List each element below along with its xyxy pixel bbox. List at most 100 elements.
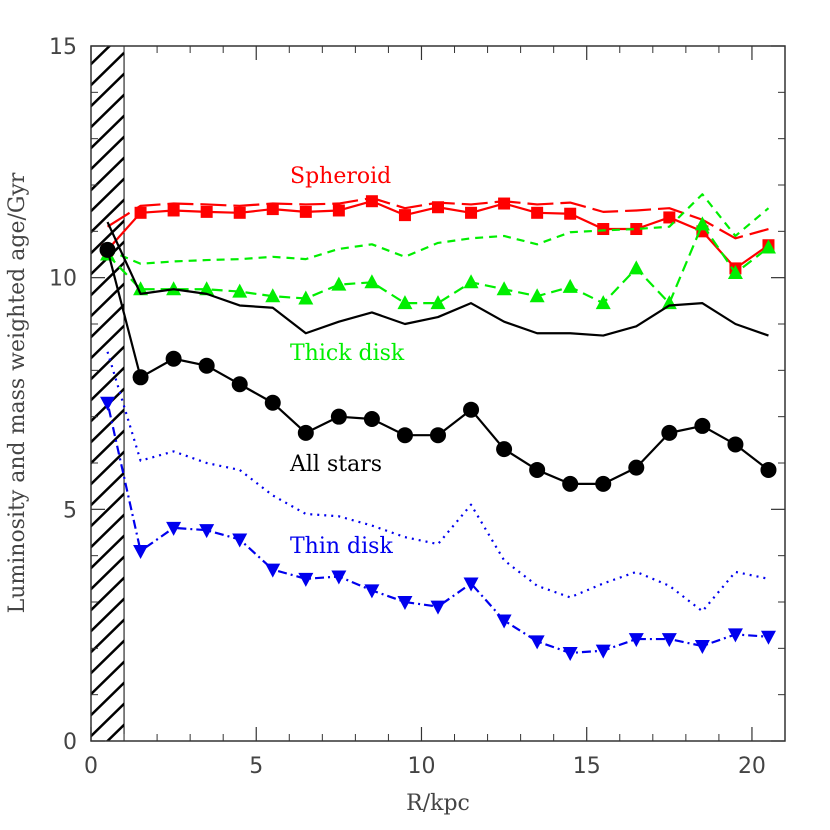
point-thick-disk [133, 281, 149, 296]
point-thick-disk [595, 295, 611, 310]
point-thin-disk [298, 572, 314, 587]
point-all-stars [661, 424, 678, 441]
line-all-stars-unmarked [106, 221, 769, 337]
point-thin-disk [331, 570, 347, 585]
hatch-line [91, 450, 125, 486]
point-all-stars [463, 401, 480, 418]
point-thick-disk [298, 290, 314, 305]
point-thin-disk [166, 521, 182, 536]
hatch-line [91, 219, 125, 255]
x-tick-label: 0 [84, 754, 98, 779]
point-all-stars [562, 475, 579, 492]
point-spheroid [597, 223, 610, 236]
hatch-line [91, 513, 125, 549]
point-thick-disk [397, 295, 413, 310]
point-thin-disk [694, 640, 710, 655]
y-tick-label: 0 [63, 730, 77, 755]
point-thin-disk [529, 635, 545, 650]
point-all-stars [264, 394, 281, 411]
point-all-stars [628, 459, 645, 476]
hatch-line [91, 156, 125, 192]
hatch-line [91, 681, 125, 717]
point-thick-disk [694, 216, 710, 231]
hatch-line [91, 324, 125, 360]
point-all-stars [595, 475, 612, 492]
x-tick-label: 20 [738, 754, 766, 779]
hatch-line [91, 576, 125, 612]
point-thin-disk [133, 545, 149, 560]
hatch-line [91, 93, 125, 129]
point-spheroid [663, 211, 676, 224]
point-thick-disk [628, 260, 644, 275]
axis-ticks: 0 5 10 15 20 0 5 10 15 [49, 35, 786, 779]
point-spheroid [299, 205, 312, 218]
y-tick-label: 5 [63, 498, 77, 523]
series-layer [99, 193, 777, 661]
point-all-stars [198, 357, 215, 374]
point-all-stars [396, 427, 413, 444]
hatch-line [91, 261, 125, 297]
y-tick-label: 15 [49, 35, 77, 60]
point-spheroid [266, 203, 279, 216]
point-all-stars [165, 350, 182, 367]
point-spheroid [365, 195, 378, 208]
point-spheroid [233, 206, 246, 219]
point-all-stars [760, 461, 777, 478]
point-thick-disk [364, 274, 380, 289]
point-spheroid [531, 206, 544, 219]
hatch-line [91, 597, 125, 633]
series-all-stars [99, 221, 777, 492]
hatch-line [91, 702, 125, 738]
line-thick-disk-marked [106, 223, 770, 305]
point-thin-disk [100, 396, 116, 411]
point-thin-disk [727, 628, 743, 643]
point-spheroid [564, 207, 577, 220]
hatch-line [91, 114, 125, 150]
x-tick-label: 15 [573, 754, 601, 779]
point-thin-disk [463, 577, 479, 592]
line-thick-disk-unmarked [107, 193, 770, 265]
point-thick-disk [265, 288, 281, 303]
hatch-line [91, 51, 125, 87]
hatch-line [91, 471, 125, 507]
point-thin-disk [265, 563, 281, 578]
point-spheroid [332, 204, 345, 217]
series-label-all-stars: All stars [289, 452, 382, 477]
series-label-spheroid: Spheroid [290, 164, 391, 189]
point-all-stars [297, 424, 314, 441]
series-spheroid [101, 195, 775, 275]
point-all-stars [330, 408, 347, 425]
line-thin-disk-unmarked [106, 351, 769, 613]
point-all-stars [496, 441, 513, 458]
hatch-line [105, 723, 125, 741]
hatch-line [91, 660, 125, 696]
point-spheroid [134, 206, 147, 219]
point-thick-disk [496, 281, 512, 296]
series-thin-disk [100, 351, 776, 661]
x-tick-label: 5 [249, 754, 263, 779]
point-spheroid [167, 204, 180, 217]
point-all-stars [694, 417, 711, 434]
point-thick-disk [529, 288, 545, 303]
hatch-line [91, 72, 125, 108]
hatch-line [91, 46, 112, 66]
point-thick-disk [727, 265, 743, 280]
point-all-stars [231, 376, 248, 393]
hatch-line [91, 177, 125, 213]
point-all-stars [529, 461, 546, 478]
point-thick-disk [199, 281, 215, 296]
point-all-stars [430, 427, 446, 444]
hatch-line [91, 429, 125, 465]
hatch-line [91, 618, 125, 654]
hatch-line [91, 366, 125, 402]
plot-frame [90, 45, 786, 742]
hatch-line [86, 783, 129, 825]
y-tick-label: 10 [49, 267, 77, 292]
point-spheroid [498, 197, 511, 210]
series-label-thin-disk: Thin disk [290, 534, 393, 559]
hatch-line [91, 345, 125, 381]
x-axis-title: R/kpc [406, 791, 470, 816]
point-thin-disk [760, 630, 776, 645]
point-thick-disk [331, 276, 347, 291]
